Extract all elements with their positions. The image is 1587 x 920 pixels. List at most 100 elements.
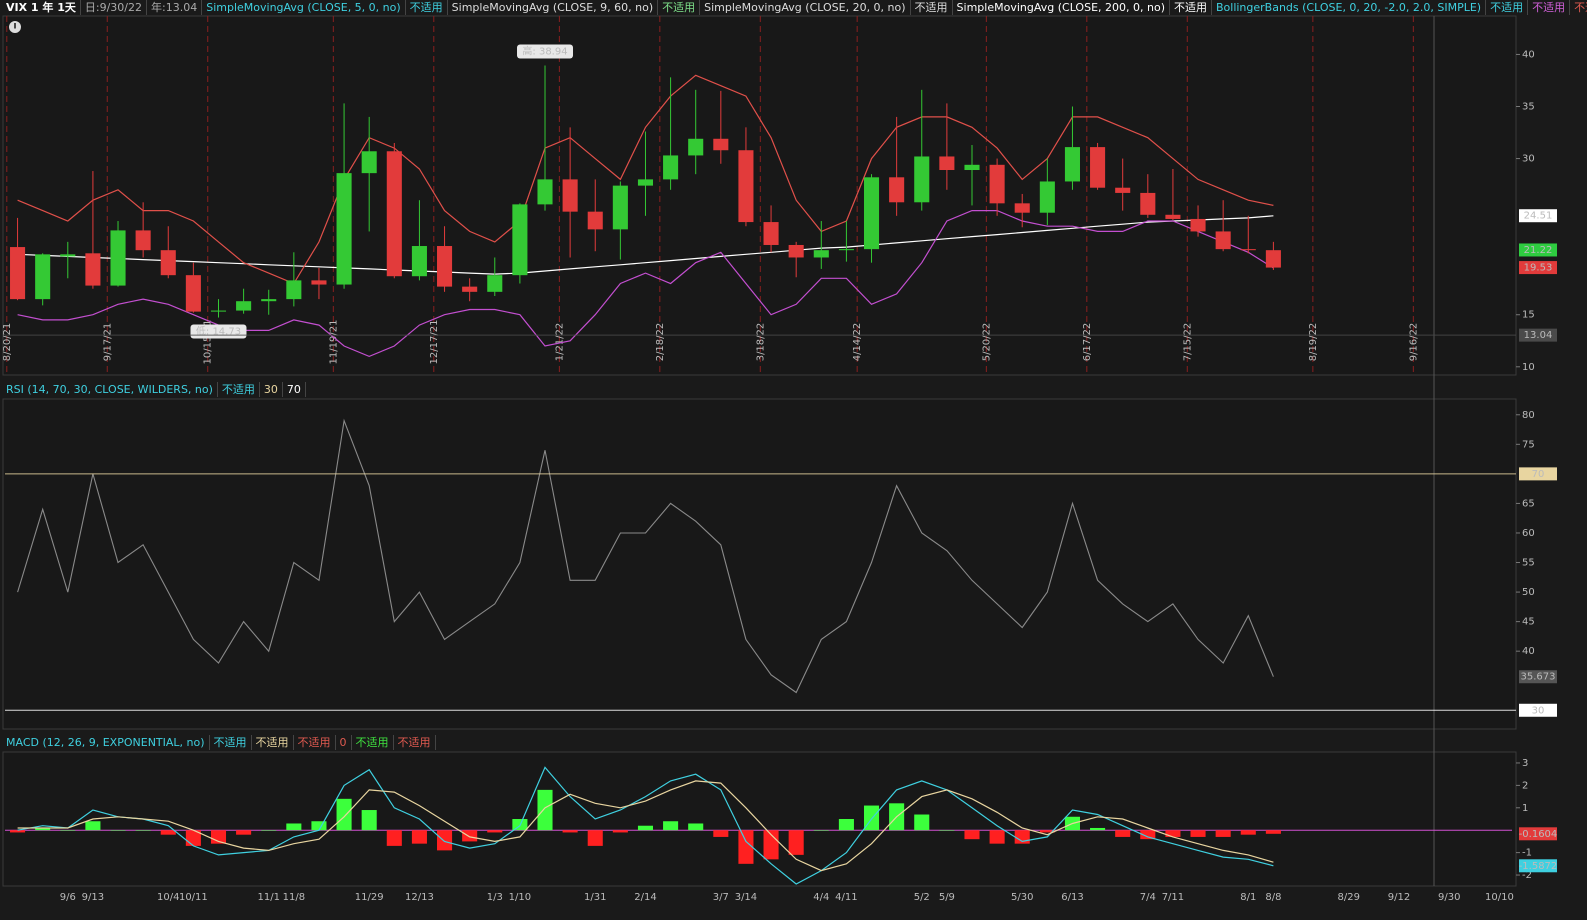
candle-body — [763, 222, 779, 245]
study-chip[interactable]: 不适用 — [405, 0, 448, 15]
candle-body — [612, 185, 628, 230]
expiration-label: 9/17/21 — [102, 323, 113, 362]
histogram-bar — [60, 830, 76, 831]
y-tick-label: -1 — [1522, 848, 1532, 859]
candle-body — [487, 275, 503, 292]
candle-body — [939, 156, 955, 171]
histogram-bar — [1190, 830, 1206, 837]
study-chip[interactable]: BollingerBands (CLOSE, 0, 20, -2.0, 2.0,… — [1211, 0, 1487, 15]
study-chip[interactable]: 不适用 — [393, 735, 436, 750]
candle-body — [738, 150, 754, 223]
y-tick-label: 1 — [1522, 803, 1528, 814]
x-tick-label: 11/8 — [283, 892, 305, 903]
candle-body — [261, 299, 277, 302]
x-tick-label: 2/14 — [634, 892, 656, 903]
histogram-bar — [160, 830, 176, 835]
histogram-bar — [110, 830, 126, 831]
y-tick-label: 35 — [1522, 102, 1535, 113]
line — [17, 215, 1274, 275]
expiration-label: 8/19/22 — [1308, 323, 1319, 362]
histogram-bar — [587, 830, 603, 846]
study-chip[interactable]: 0 — [335, 735, 352, 750]
high-annotation: 高: 38.94 — [522, 44, 567, 57]
study-chip[interactable]: 不适用 — [1486, 0, 1529, 15]
x-tick-label: 9/12 — [1388, 892, 1410, 903]
x-tick-label: 12/13 — [405, 892, 434, 903]
candle-body — [863, 177, 880, 250]
candle-body — [1064, 147, 1080, 182]
study-chip[interactable]: 年:13.04 — [147, 0, 203, 15]
histogram-bar — [236, 830, 252, 835]
x-tick-label: 5/9 — [939, 892, 955, 903]
study-chip[interactable]: MACD (12, 26, 9, EXPONENTIAL, no) — [2, 735, 210, 750]
study-chip[interactable]: 不适用 — [1169, 0, 1212, 15]
expiration-label: 3/18/22 — [755, 323, 766, 362]
histogram-bar — [838, 819, 854, 831]
histogram-bar — [185, 830, 201, 846]
candle-body — [562, 179, 578, 212]
study-chip[interactable]: 30 — [259, 382, 283, 397]
histogram-bar — [487, 830, 503, 833]
study-chip[interactable]: 不适用 — [293, 735, 336, 750]
study-chip[interactable]: 不适用 — [1528, 0, 1571, 15]
study-chip[interactable]: RSI (14, 70, 30, CLOSE, WILDERS, no) — [2, 382, 218, 397]
expiration-label: 8/20/21 — [2, 323, 13, 362]
histogram-bar — [637, 825, 654, 831]
study-chip[interactable]: 不适用 — [1570, 0, 1587, 15]
candle-body — [236, 301, 252, 311]
y-tick-label: 50 — [1522, 587, 1535, 598]
high-annotation-box — [517, 44, 574, 59]
price-tag-label: 30 — [1532, 705, 1545, 716]
x-tick-label: 5/2 — [914, 892, 930, 903]
expiration-label: 12/17/21 — [429, 320, 440, 365]
study-chip[interactable]: SimpleMovingAvg (CLOSE, 20, 0, no) — [700, 0, 911, 15]
study-chip[interactable]: 不适用 — [351, 735, 394, 750]
candle-body — [135, 230, 151, 251]
study-chip[interactable]: 不适用 — [658, 0, 701, 15]
candle-body — [914, 156, 930, 203]
study-chip[interactable]: 不适用 — [209, 735, 252, 750]
x-tick-label: 3/14 — [735, 892, 757, 903]
candle-body — [537, 179, 553, 205]
x-tick-label: 7/11 — [1162, 892, 1184, 903]
price-tag — [1519, 827, 1557, 841]
candle-body — [10, 247, 26, 300]
study-chip[interactable]: 不适用 — [217, 382, 260, 397]
histogram-bar — [788, 830, 804, 855]
price-tag-label: -0.1604 — [1519, 829, 1558, 840]
x-tick-label: 8/29 — [1338, 892, 1360, 903]
candle-body — [1165, 214, 1181, 219]
histogram-bar — [85, 821, 101, 831]
candle-body — [1115, 187, 1131, 193]
y-tick-label: 75 — [1522, 439, 1535, 450]
candle-body — [1265, 250, 1281, 268]
study-chip[interactable]: 70 — [282, 382, 306, 397]
y-tick-label: 10 — [1522, 362, 1535, 373]
x-tick-label: 10/11 — [179, 892, 208, 903]
study-chip[interactable]: SimpleMovingAvg (CLOSE, 200, 0, no) — [952, 0, 1170, 15]
candle-body — [60, 254, 76, 257]
histogram-bar — [336, 798, 352, 831]
expiration-label: 6/17/22 — [1082, 323, 1093, 362]
x-tick-label: 9/6 — [60, 892, 76, 903]
study-chip[interactable]: 不适用 — [910, 0, 953, 15]
x-tick-label: 11/1 — [257, 892, 279, 903]
candle-body — [1039, 181, 1055, 213]
expiration-label: 5/20/22 — [981, 323, 992, 362]
x-tick-label: 10/4 — [157, 892, 179, 903]
candle-body — [713, 138, 729, 151]
histogram-bar — [35, 827, 51, 831]
candle-body — [788, 244, 804, 258]
histogram-bar — [1165, 830, 1181, 837]
candle-body — [386, 151, 402, 277]
histogram-bar — [462, 830, 478, 842]
study-chip[interactable]: VIX 1 年 1天 — [2, 0, 81, 15]
study-chip[interactable]: SimpleMovingAvg (CLOSE, 9, 60, no) — [447, 0, 659, 15]
low-annotation: 低: 14.73 — [196, 325, 241, 338]
study-chip[interactable]: SimpleMovingAvg (CLOSE, 5, 0, no) — [202, 0, 406, 15]
study-chip[interactable]: 不适用 — [251, 735, 294, 750]
study-chip[interactable]: 日:9/30/22 — [80, 0, 148, 15]
price-tag-label: 19.53 — [1524, 263, 1553, 274]
histogram-bar — [311, 821, 327, 831]
